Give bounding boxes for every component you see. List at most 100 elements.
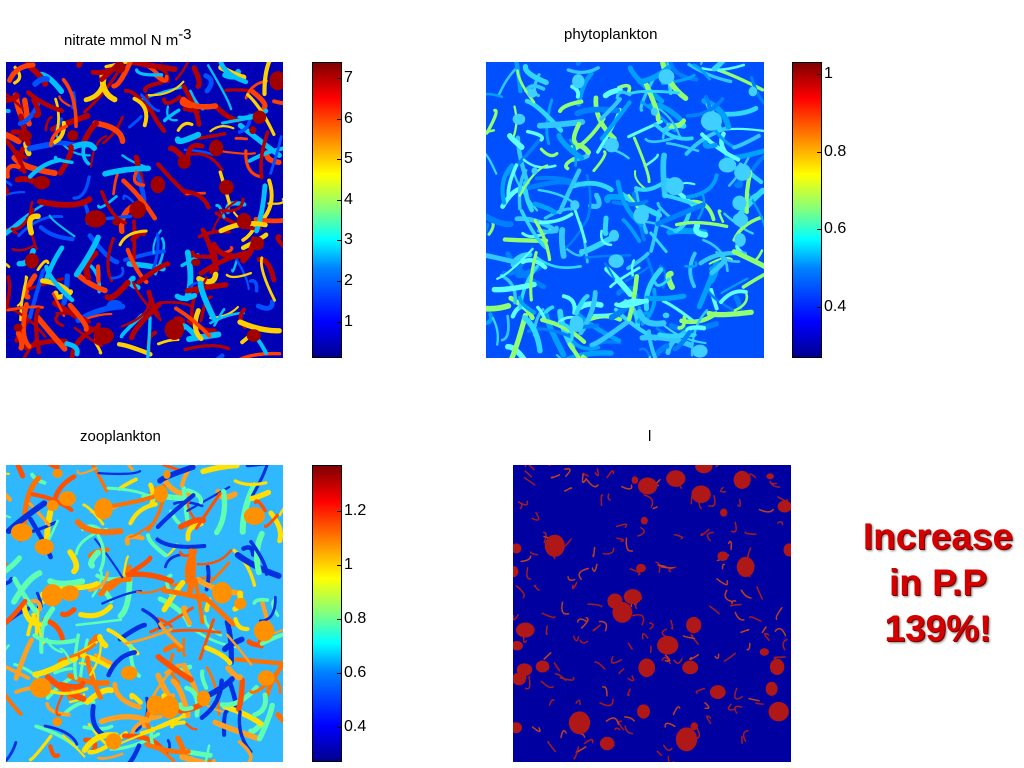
- field-streak: [517, 295, 537, 315]
- field-streak: [570, 84, 581, 99]
- field-streak: [98, 713, 151, 725]
- colorbar-tick-mark: [337, 159, 342, 161]
- field-streak: [161, 588, 209, 603]
- field-streak: [43, 245, 65, 284]
- field-streak: [614, 727, 621, 731]
- field-streak: [132, 170, 146, 187]
- field-eddy: [150, 176, 166, 194]
- field-streak: [702, 140, 718, 149]
- field-streak: [496, 247, 534, 280]
- field-streak: [777, 496, 788, 502]
- field-streak: [185, 488, 204, 505]
- field-streak: [734, 611, 745, 621]
- field-streak: [589, 319, 630, 348]
- field-streak: [246, 639, 262, 648]
- colorbar-tick-mark: [337, 240, 342, 242]
- field-streak: [184, 282, 229, 294]
- field-streak: [763, 632, 770, 641]
- field-streak: [629, 568, 641, 576]
- field-streak: [587, 603, 603, 608]
- field-streak: [522, 315, 543, 354]
- field-streak: [564, 487, 573, 492]
- field-streak: [132, 96, 149, 128]
- field-streak: [567, 576, 576, 581]
- field-streak: [248, 279, 259, 293]
- nitrate-colorbar: [312, 62, 342, 358]
- field-streak: [506, 133, 525, 150]
- field-eddy: [212, 581, 232, 604]
- field-streak: [6, 472, 10, 475]
- field-streak: [6, 664, 31, 680]
- field-streak: [26, 141, 54, 152]
- field-streak: [203, 645, 233, 666]
- colorbar-tick-label: 0.4: [344, 717, 367, 735]
- colorbar-tick-mark: [337, 510, 342, 512]
- field-streak: [73, 234, 101, 278]
- field-streak: [497, 67, 517, 96]
- field-streak: [76, 62, 83, 68]
- field-streak: [26, 90, 65, 113]
- field-streak: [12, 576, 38, 614]
- field-streak: [524, 465, 535, 471]
- field-streak: [250, 465, 269, 498]
- field-streak: [125, 571, 174, 584]
- field-streak: [556, 132, 585, 161]
- field-streak: [160, 465, 182, 472]
- field-streak: [237, 319, 282, 334]
- field-streak: [524, 84, 546, 93]
- field-streak: [655, 202, 706, 227]
- field-streak: [78, 638, 89, 681]
- field-streak: [529, 551, 539, 556]
- field-eddy: [608, 254, 624, 268]
- field-streak: [262, 62, 272, 97]
- field-streak: [152, 229, 162, 255]
- field-streak: [6, 275, 12, 314]
- field-streak: [748, 191, 764, 202]
- field-streak: [708, 494, 716, 508]
- field-streak: [224, 619, 234, 666]
- field-streak: [700, 132, 741, 162]
- field-streak: [6, 262, 11, 269]
- field-streak: [97, 470, 142, 476]
- field-streak: [11, 154, 58, 177]
- field-streak: [684, 261, 698, 268]
- field-streak: [174, 306, 212, 338]
- field-streak: [59, 647, 72, 664]
- field-eddy: [531, 167, 538, 175]
- field-streak: [273, 628, 283, 635]
- field-streak: [55, 311, 92, 324]
- field-streak: [200, 465, 240, 475]
- field-streak: [769, 480, 777, 485]
- field-streak: [588, 192, 602, 210]
- field-streak: [558, 226, 567, 259]
- field-streak: [91, 465, 109, 493]
- field-eddy: [60, 585, 80, 602]
- field-streak: [27, 277, 64, 291]
- field-eddy: [732, 212, 749, 227]
- field-eddy: [709, 685, 726, 700]
- field-streak: [238, 351, 282, 358]
- field-streak: [179, 753, 217, 762]
- field-streak: [555, 354, 562, 358]
- field-streak: [16, 275, 27, 307]
- field-streak: [580, 354, 588, 358]
- field-eddy: [544, 534, 565, 557]
- field-streak: [99, 576, 132, 597]
- field-streak: [709, 605, 720, 615]
- field-streak: [564, 468, 571, 477]
- field-streak: [746, 642, 751, 651]
- field-streak: [198, 618, 216, 661]
- field-streak: [572, 635, 580, 642]
- field-streak: [124, 62, 178, 73]
- field-streak: [661, 299, 697, 324]
- field-streak: [256, 702, 275, 742]
- field-streak: [672, 330, 692, 352]
- field-streak: [212, 719, 262, 742]
- field-eddy: [18, 130, 32, 142]
- field-streak: [204, 744, 211, 762]
- field-streak: [661, 656, 671, 665]
- field-eddy: [251, 236, 264, 251]
- field-eddy: [93, 327, 114, 345]
- field-eddy: [766, 473, 774, 480]
- field-streak: [144, 742, 191, 755]
